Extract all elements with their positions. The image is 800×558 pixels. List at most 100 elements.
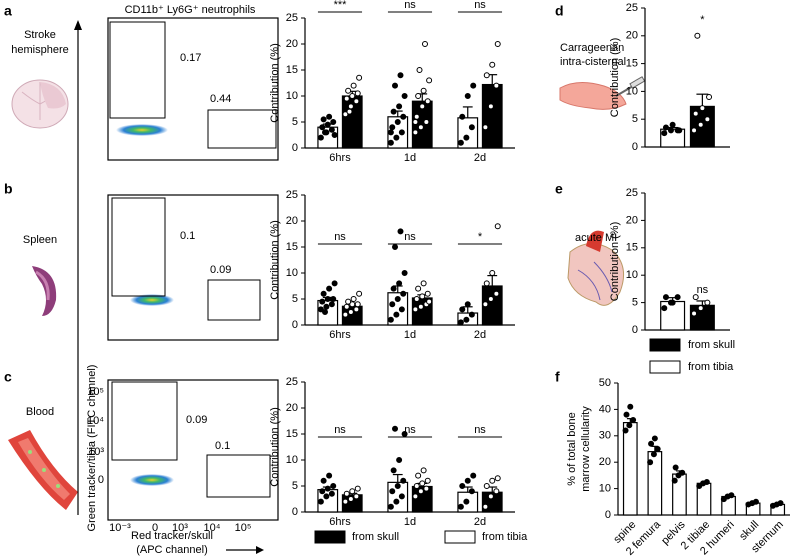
data-point <box>412 129 419 136</box>
legend-label: from tibia <box>482 531 528 543</box>
flow-tick-label: 10⁵ <box>235 522 252 534</box>
data-point <box>420 467 427 474</box>
data-point <box>421 41 428 47</box>
data-point <box>347 496 354 502</box>
data-point <box>699 105 706 112</box>
arrowhead <box>256 546 264 554</box>
y-tick-label: 10 <box>286 454 298 466</box>
y-axis-label: Contribution (%) <box>269 43 281 122</box>
data-point <box>470 472 477 479</box>
y-axis-label: Contribution (%) <box>609 38 621 117</box>
data-point <box>389 301 396 308</box>
data-point <box>397 228 404 235</box>
data-point <box>331 132 338 138</box>
data-point <box>320 116 327 123</box>
bar <box>622 422 638 516</box>
x-tick-label: 6hrs <box>329 516 351 528</box>
significance-label: ns <box>474 0 486 11</box>
data-point <box>704 299 711 306</box>
panel-letter: f <box>555 369 560 385</box>
data-point <box>350 296 357 302</box>
cell-dot <box>42 468 46 472</box>
data-point <box>415 93 422 99</box>
data-point <box>417 124 424 131</box>
panel-letter: b <box>4 181 13 197</box>
data-point <box>320 477 327 484</box>
gate-value: 0.44 <box>210 93 231 105</box>
cell-density <box>130 294 174 306</box>
data-point <box>396 457 403 463</box>
data-point <box>487 493 494 500</box>
data-point <box>349 93 356 99</box>
data-point <box>356 290 363 297</box>
flow-frame <box>107 379 279 521</box>
significance-label: ns <box>697 284 709 296</box>
data-point <box>393 311 400 318</box>
flow-tick-label: 10⁵ <box>87 386 104 398</box>
data-point <box>482 301 489 308</box>
data-point <box>674 294 681 301</box>
data-point <box>493 290 500 297</box>
data-point <box>413 483 420 489</box>
data-point <box>489 477 496 484</box>
model-label: Carrageenan <box>560 42 624 54</box>
data-point <box>426 298 433 305</box>
data-point <box>415 472 422 479</box>
data-point <box>349 488 356 495</box>
y-tick-label: 25 <box>286 12 298 24</box>
data-point <box>347 309 354 315</box>
data-point <box>392 425 399 432</box>
data-point <box>654 446 661 452</box>
data-point <box>322 309 329 315</box>
y-tick-label: 0 <box>632 324 638 336</box>
data-point <box>413 113 420 120</box>
data-point <box>324 121 331 128</box>
data-point <box>692 110 699 117</box>
data-point <box>400 477 407 484</box>
data-point <box>691 127 698 134</box>
data-point <box>398 493 405 500</box>
data-point <box>482 503 489 510</box>
flow-y-label: Green tracker/tibia (FITC channel) <box>86 365 98 532</box>
tissue-label: hemisphere <box>11 44 68 56</box>
data-point <box>416 67 423 73</box>
data-point <box>319 488 326 495</box>
y-tick-label: 20 <box>286 402 298 414</box>
data-point <box>328 301 335 308</box>
data-point <box>413 296 420 302</box>
data-point <box>493 82 500 89</box>
flow-tick-label: 0 <box>98 474 104 486</box>
gate-value: 0.1 <box>180 230 195 242</box>
y-tick-label: 10 <box>599 483 611 495</box>
y-tick-label: 20 <box>626 214 638 226</box>
data-point <box>419 480 426 487</box>
y-tick-label: 5 <box>292 116 298 128</box>
data-point <box>426 77 433 84</box>
data-point <box>464 477 471 484</box>
y-tick-label: 0 <box>292 142 298 154</box>
data-point <box>424 290 431 297</box>
legend-swatch <box>444 530 476 544</box>
y-axis-label: marrow cellularity <box>580 406 592 492</box>
data-point <box>392 82 399 89</box>
y-tick-label: 10 <box>286 267 298 279</box>
significance-label: ns <box>404 424 416 436</box>
data-point <box>326 113 333 120</box>
data-point <box>482 124 489 131</box>
gate <box>206 454 271 498</box>
data-point <box>423 119 430 125</box>
y-tick-label: 40 <box>599 403 611 415</box>
y-tick-label: 5 <box>632 113 638 125</box>
data-point <box>703 479 710 485</box>
data-point <box>320 290 327 297</box>
y-tick-label: 15 <box>286 241 298 253</box>
significance-label: ns <box>404 0 416 11</box>
flow-x-label: (APC channel) <box>136 544 208 556</box>
data-point <box>691 310 698 317</box>
data-point <box>626 422 633 429</box>
data-point <box>319 298 326 305</box>
y-tick-label: 0 <box>632 141 638 153</box>
data-point <box>324 485 331 492</box>
y-tick-label: 10 <box>626 269 638 281</box>
gate <box>207 279 261 321</box>
